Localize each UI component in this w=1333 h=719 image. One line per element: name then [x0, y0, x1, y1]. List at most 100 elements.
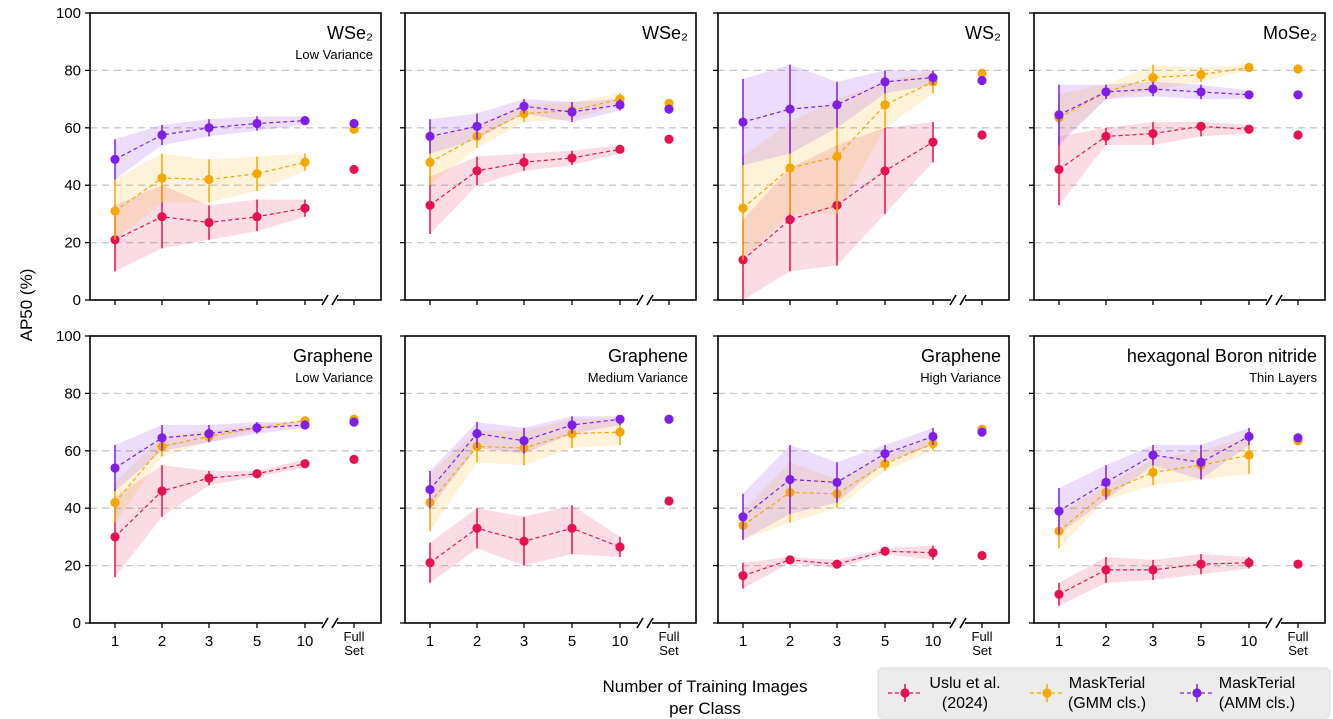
data-point	[664, 496, 674, 506]
y-tick-label: 60	[64, 120, 81, 137]
x-tick-label: 10	[1241, 633, 1258, 650]
legend-label-line2: (2024)	[942, 695, 988, 712]
legend-label-line1: MaskTerial	[1069, 675, 1145, 692]
series-line	[742, 443, 934, 526]
y-tick-label: 0	[73, 615, 81, 632]
plot-frame	[1033, 12, 1326, 301]
x-tick-label-set: Set	[972, 643, 992, 658]
data-point	[738, 571, 748, 581]
x-tick-label: 3	[833, 633, 841, 650]
data-point	[425, 484, 435, 495]
legend-marker	[900, 688, 910, 698]
data-point	[349, 164, 359, 175]
x-tick-label-set: Set	[659, 643, 679, 658]
panel-subtitle: Low Variance	[295, 47, 373, 62]
data-point	[785, 104, 795, 114]
series-line	[114, 424, 306, 469]
data-point	[1293, 64, 1303, 74]
data-point	[1054, 164, 1064, 175]
data-point	[300, 459, 310, 469]
data-point	[1244, 62, 1254, 73]
axis-break-mark	[646, 294, 654, 306]
data-point	[1196, 70, 1206, 80]
panel-subtitle: Low Variance	[295, 370, 373, 385]
x-tick-label: 2	[786, 633, 794, 650]
data-point	[1196, 457, 1206, 467]
data-point	[664, 104, 674, 114]
data-point	[519, 157, 529, 167]
data-point	[738, 117, 748, 127]
data-point	[567, 153, 577, 163]
data-point	[110, 497, 120, 508]
panel-title: WSe₂	[642, 23, 688, 43]
x-tick-label: 10	[612, 633, 629, 650]
x-tick-label: 3	[1149, 633, 1157, 650]
data-point	[110, 154, 120, 164]
y-tick-label: 0	[73, 292, 81, 309]
data-point	[615, 414, 625, 424]
legend-frame	[877, 667, 1331, 719]
x-tick-label: 1	[111, 633, 119, 650]
panel-title: Graphene	[293, 346, 373, 366]
data-point	[425, 131, 435, 142]
data-point	[204, 473, 214, 483]
data-point	[977, 427, 987, 437]
data-point	[880, 546, 890, 556]
axis-break-mark	[321, 294, 329, 306]
data-point	[425, 157, 435, 167]
data-point	[519, 101, 529, 111]
x-tick-label: 3	[205, 633, 213, 650]
data-point	[738, 512, 748, 522]
data-point	[880, 459, 890, 469]
data-point	[1148, 72, 1158, 83]
axis-break-mark	[331, 294, 339, 306]
data-point	[880, 166, 890, 176]
data-point	[977, 130, 987, 140]
x-tick-label-set: Set	[1288, 643, 1308, 658]
data-point	[252, 212, 262, 222]
data-point	[1244, 558, 1254, 568]
axis-break-mark	[1275, 294, 1283, 306]
axis-break-mark	[949, 294, 957, 306]
axis-break-mark	[646, 617, 654, 629]
x-tick-label: 10	[925, 633, 942, 650]
data-point	[300, 157, 310, 167]
x-tick-label-full: Full	[344, 629, 365, 644]
series-line	[1058, 125, 1250, 170]
legend-item-3: MaskTerial (AMM cls.)	[1180, 675, 1295, 712]
x-tick-label: 1	[1055, 633, 1063, 650]
x-tick-label: 1	[739, 633, 747, 650]
data-point	[1293, 559, 1303, 569]
panel-subtitle: High Variance	[920, 370, 1001, 385]
data-point	[615, 542, 625, 552]
axis-break-mark	[636, 617, 644, 629]
data-point	[567, 107, 577, 117]
chart-panel-4: MoSe₂	[1029, 12, 1326, 306]
legend-label-line1: MaskTerial	[1219, 675, 1295, 692]
data-point	[1196, 559, 1206, 569]
axis-break-mark	[331, 617, 339, 629]
data-point	[157, 486, 167, 496]
data-point	[664, 414, 674, 424]
data-point	[1148, 128, 1158, 139]
data-point	[664, 134, 674, 144]
data-point	[928, 72, 938, 83]
data-point	[425, 200, 435, 210]
data-point	[1293, 90, 1303, 100]
data-point	[880, 77, 890, 87]
x-axis-title-line1: Number of Training Images	[602, 677, 807, 696]
data-point	[110, 463, 120, 473]
data-point	[519, 436, 529, 446]
legend-items: Uslu et al.(2024)MaskTerial(GMM cls.)Mas…	[888, 675, 1295, 712]
data-point	[785, 215, 795, 225]
data-point	[1148, 84, 1158, 94]
legend-label-line2: (AMM cls.)	[1219, 695, 1295, 712]
data-point	[1101, 131, 1111, 142]
data-point	[204, 123, 214, 133]
x-tick-label: 10	[297, 633, 314, 650]
axis-break-mark	[949, 617, 957, 629]
data-point	[204, 174, 214, 185]
legend-item-2: MaskTerial (GMM cls.)	[1030, 675, 1146, 712]
